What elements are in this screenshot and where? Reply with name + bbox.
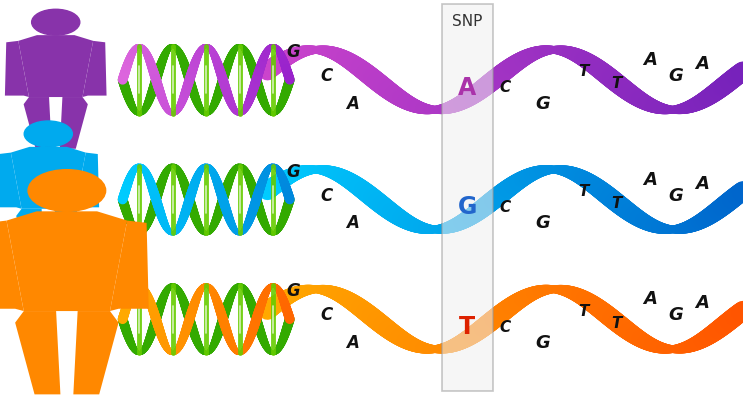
Polygon shape <box>15 311 60 394</box>
Bar <box>442 4 493 391</box>
Polygon shape <box>82 41 106 97</box>
Text: T: T <box>611 76 622 91</box>
Polygon shape <box>7 211 127 311</box>
Text: T: T <box>459 315 476 339</box>
Text: A: A <box>458 76 476 100</box>
Text: G: G <box>535 214 550 233</box>
Polygon shape <box>75 152 99 209</box>
Text: A: A <box>695 294 709 312</box>
Text: T: T <box>578 64 588 79</box>
Text: G: G <box>458 196 477 219</box>
Text: G: G <box>287 162 300 181</box>
Circle shape <box>32 9 80 35</box>
Text: C: C <box>321 67 333 85</box>
Text: G: G <box>669 186 684 205</box>
Text: T: T <box>611 196 622 211</box>
Text: G: G <box>287 43 300 61</box>
Text: T: T <box>611 316 622 331</box>
Text: C: C <box>499 320 511 335</box>
Text: C: C <box>499 200 511 215</box>
Polygon shape <box>0 152 22 209</box>
Polygon shape <box>74 311 119 394</box>
Text: A: A <box>695 174 709 193</box>
Text: G: G <box>669 306 684 324</box>
Polygon shape <box>110 221 149 311</box>
Circle shape <box>25 121 72 147</box>
Text: A: A <box>346 95 360 113</box>
Polygon shape <box>0 221 24 311</box>
Text: SNP: SNP <box>452 14 482 30</box>
Text: C: C <box>321 186 333 205</box>
Text: G: G <box>535 95 550 113</box>
Text: A: A <box>346 334 360 352</box>
Text: G: G <box>669 67 684 85</box>
Text: G: G <box>287 282 300 300</box>
Text: A: A <box>695 55 709 73</box>
Polygon shape <box>19 35 93 97</box>
Polygon shape <box>59 97 88 149</box>
Text: A: A <box>643 290 657 308</box>
Text: T: T <box>578 184 588 199</box>
Text: G: G <box>535 334 550 352</box>
Polygon shape <box>24 97 52 149</box>
Text: C: C <box>321 306 333 324</box>
Polygon shape <box>52 209 80 261</box>
Text: T: T <box>578 304 588 319</box>
Polygon shape <box>16 209 45 261</box>
Polygon shape <box>11 147 85 209</box>
Polygon shape <box>5 41 29 97</box>
Text: C: C <box>499 80 511 95</box>
Text: A: A <box>643 170 657 189</box>
Circle shape <box>28 170 106 211</box>
Text: A: A <box>643 51 657 69</box>
Text: A: A <box>346 214 360 233</box>
